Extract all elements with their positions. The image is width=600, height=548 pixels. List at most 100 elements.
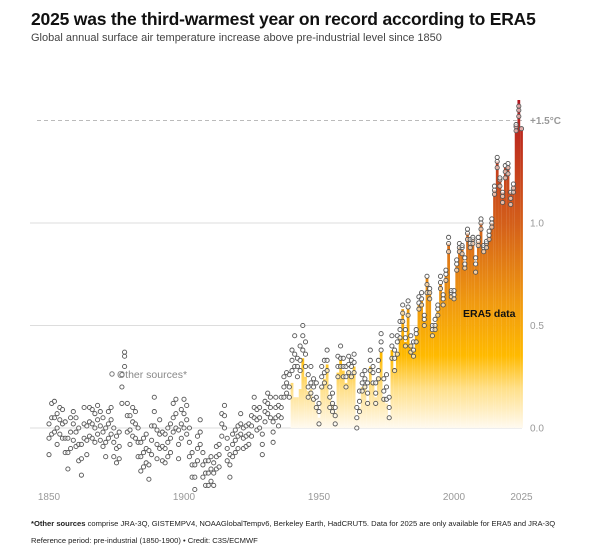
era5-bar-2013 [487, 237, 491, 428]
x-tick-label: 2000 [443, 492, 466, 503]
era5-bar-1942 [296, 397, 299, 428]
other-source-point-1877 [119, 384, 125, 390]
other-source-point-1905 [194, 433, 201, 439]
other-source-point-1933 [270, 439, 276, 445]
other-source-point-1897 [173, 411, 179, 417]
footnote-text: comprise JRA-3Q, GISTEMPV4, NOAAGlobalTe… [85, 519, 556, 528]
era5-bar-2004 [463, 266, 467, 428]
other-source-point-1900 [181, 396, 187, 402]
other-source-point-1881 [130, 404, 136, 411]
other-source-point-1889 [151, 394, 157, 400]
era5-bar-1983 [406, 309, 410, 428]
other-source-point-2019 [502, 175, 508, 181]
other-source-point-1850 [46, 452, 52, 458]
other-source-point-1940 [289, 347, 295, 353]
other-source-point-1930 [262, 419, 268, 425]
other-source-point-1986 [413, 327, 419, 333]
other-source-point-1915 [221, 402, 228, 409]
other-source-point-1895 [167, 450, 174, 456]
era5-bar-1981 [401, 309, 405, 428]
other-source-point-2013 [486, 236, 492, 242]
other-source-point-1931 [265, 411, 271, 417]
other-source-point-1967 [362, 384, 368, 390]
other-source-point-1932 [267, 394, 273, 400]
other-source-point-1967 [362, 376, 368, 382]
other-source-point-1878 [122, 349, 128, 355]
other-source-point-2014 [489, 216, 495, 222]
era5-bar-1961 [347, 370, 351, 428]
era5-bar-1944 [301, 358, 305, 428]
other-source-point-1942 [294, 363, 300, 370]
footnote-bold: *Other sources [31, 519, 86, 528]
x-tick-label: 1850 [38, 492, 61, 503]
other-source-point-2007 [470, 240, 476, 247]
other-source-point-1938 [284, 390, 290, 396]
other-source-point-2016 [494, 154, 500, 160]
other-source-point-1972 [375, 376, 381, 382]
other-source-point-1991 [427, 296, 433, 302]
other-source-point-1852 [51, 398, 57, 404]
other-source-point-1876 [116, 456, 122, 462]
other-source-point-1951 [319, 384, 325, 390]
other-source-point-1906 [197, 441, 203, 447]
era5-bar-1969 [368, 366, 372, 428]
other-source-point-1990 [424, 273, 430, 279]
other-source-point-1918 [230, 441, 236, 447]
era5-bar-2015 [493, 190, 496, 428]
other-source-point-1853 [54, 411, 60, 417]
other-source-point-2022 [510, 181, 516, 187]
other-source-point-1963 [351, 351, 357, 357]
other-source-point-1887 [146, 476, 152, 482]
other-source-point-1887 [146, 447, 152, 454]
era5-bar-1992 [431, 331, 434, 428]
other-source-point-1940 [289, 357, 295, 363]
other-source-point-2022 [510, 185, 516, 191]
era5-bar-2011 [482, 249, 486, 428]
legend-dot [109, 371, 115, 377]
other-source-point-1942 [294, 374, 300, 380]
other-source-point-1933 [270, 419, 276, 425]
other-source-point-1971 [373, 380, 379, 386]
other-source-point-2003 [459, 242, 465, 249]
other-source-point-1894 [165, 454, 171, 460]
other-source-point-1936 [278, 404, 284, 411]
other-source-point-1874 [111, 425, 117, 431]
other-source-point-1989 [421, 312, 427, 318]
other-source-point-1854 [57, 417, 63, 423]
era5-bar-1965 [358, 407, 361, 428]
other-source-point-1911 [211, 470, 217, 476]
other-source-point-1896 [170, 429, 176, 435]
other-source-point-1876 [116, 429, 122, 435]
other-source-point-1907 [200, 462, 206, 468]
other-source-point-1950 [316, 421, 322, 427]
era5-bar-1977 [390, 350, 394, 428]
other-source-point-1916 [224, 458, 230, 464]
other-source-point-1873 [108, 431, 114, 437]
era5-bar-1960 [344, 382, 348, 428]
other-source-point-1929 [259, 441, 265, 447]
other-source-point-1880 [127, 441, 133, 447]
other-source-point-1914 [219, 421, 225, 427]
other-source-point-1997 [443, 277, 449, 283]
other-source-point-1898 [176, 427, 182, 433]
other-source-point-2018 [500, 193, 506, 199]
other-source-point-1984 [408, 343, 414, 349]
other-source-point-1952 [321, 380, 327, 386]
other-source-point-1898 [176, 441, 182, 447]
era5-bar-1963 [352, 366, 356, 428]
other-source-point-1945 [302, 339, 309, 345]
other-source-point-1900 [181, 425, 187, 431]
other-source-point-1913 [216, 464, 222, 470]
other-source-point-1958 [338, 343, 344, 349]
other-source-point-1925 [248, 423, 255, 429]
footnote-sources: *Other sources comprise JRA-3Q, GISTEMPV… [31, 519, 555, 528]
other-source-point-1972 [375, 368, 381, 374]
other-source-point-1973 [378, 339, 384, 345]
other-source-point-1976 [386, 404, 392, 411]
other-source-point-2015 [491, 191, 498, 197]
other-source-point-1947 [308, 390, 314, 396]
x-tick-label: 1900 [173, 492, 196, 503]
other-source-point-2021 [508, 195, 514, 201]
other-source-point-2008 [473, 269, 479, 275]
era5-bar-1976 [387, 415, 391, 428]
